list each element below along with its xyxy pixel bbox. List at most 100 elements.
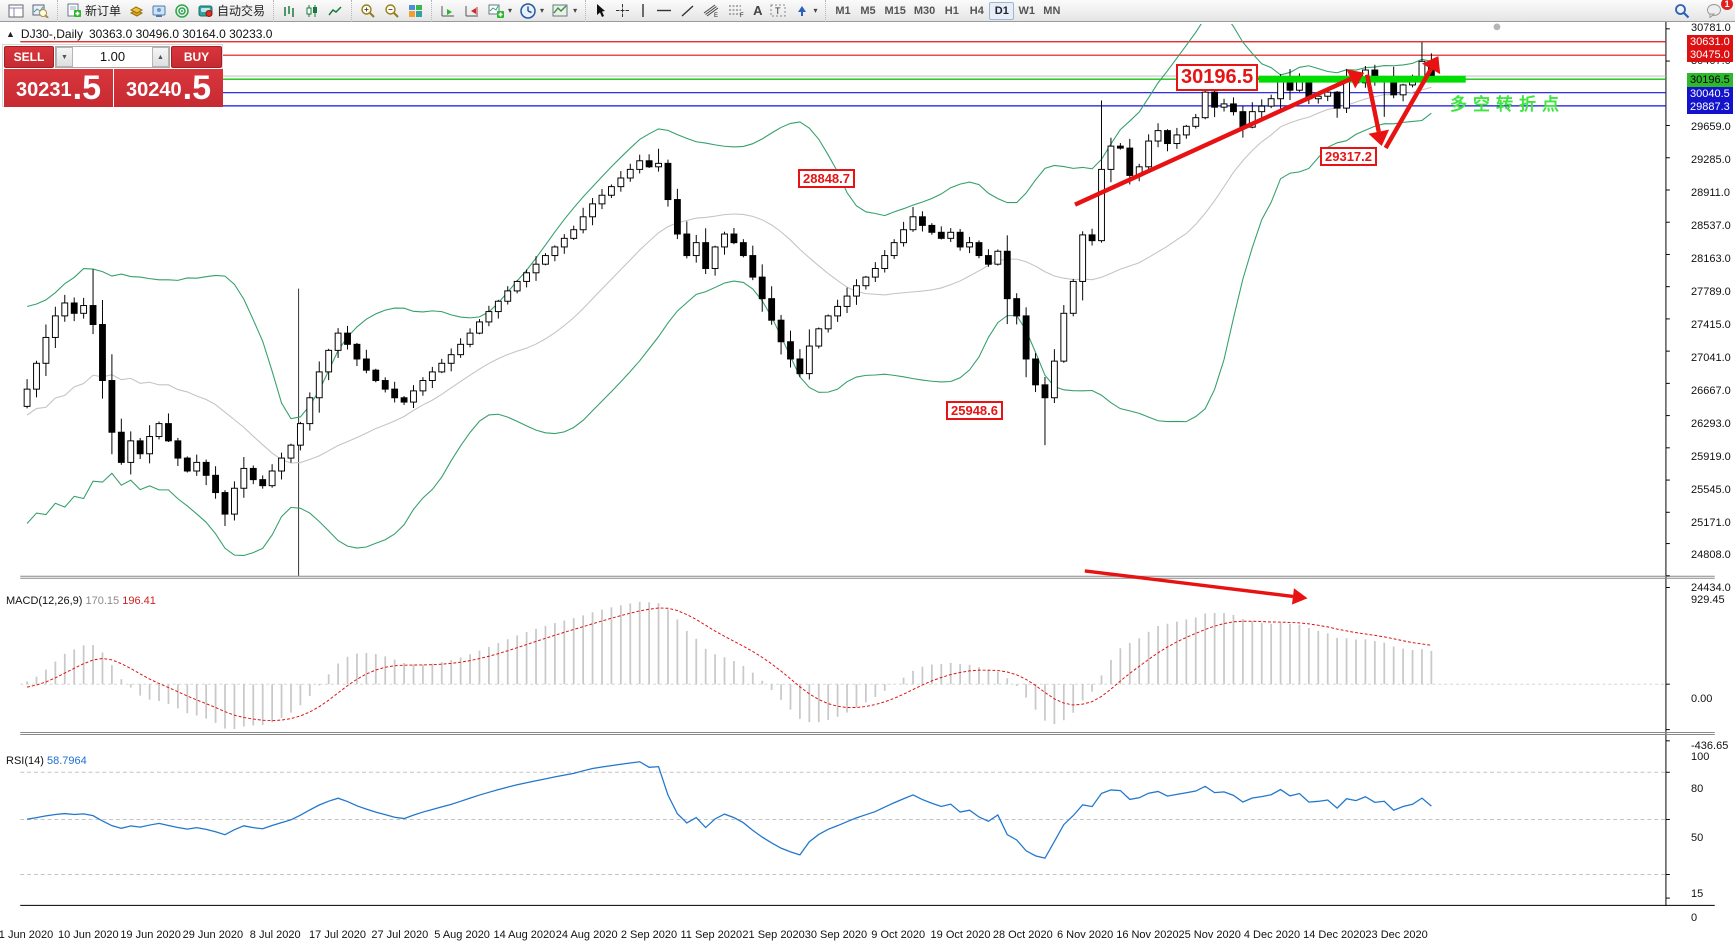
buy-button[interactable]: BUY	[171, 46, 222, 68]
timeframe-MN[interactable]: MN	[1043, 4, 1061, 17]
annotation-turning-point-text[interactable]: 多空转折点	[1450, 95, 1565, 114]
annotation-mid-level[interactable]: 28848.7	[798, 169, 855, 188]
text-tool-icon[interactable]: A	[753, 3, 763, 18]
bollinger-bands	[26, 23, 1432, 557]
trend-arrow-2-head	[1368, 129, 1390, 147]
svg-text:F: F	[740, 13, 744, 18]
terminal-icon[interactable]	[148, 3, 171, 19]
volume-increase-button[interactable]: ▲	[152, 47, 169, 67]
price-badge-blue: 29887.3	[1687, 100, 1733, 115]
date-tick: 14 Dec 2020	[1303, 929, 1366, 941]
trend-arrow-1-head	[1346, 69, 1365, 89]
price-tick: 26293.0	[1691, 418, 1731, 430]
date-tick: 16 Nov 2020	[1116, 929, 1179, 941]
rsi-axis-tick: 100	[1691, 751, 1710, 763]
date-tick: 8 Jul 2020	[249, 929, 301, 941]
date-tick: 27 Jul 2020	[371, 929, 429, 941]
add-indicator-dropdown-icon: ▾	[508, 6, 513, 15]
chart-shift-icon[interactable]	[460, 3, 484, 19]
candles	[23, 42, 1435, 527]
rsi-value: 58.7964	[46, 755, 87, 767]
buy-price[interactable]: 30240 .5	[114, 69, 223, 107]
text-label-tool-icon[interactable]: T	[766, 2, 791, 19]
crosshair-tool-icon[interactable]	[611, 2, 634, 19]
main-toolbar: 新订单 自动交易	[0, 0, 1735, 22]
cursor-tool-icon[interactable]	[590, 2, 611, 19]
template-icon[interactable]: ▾	[548, 3, 581, 19]
symbol-period-label: DJ30-,Daily	[20, 27, 83, 41]
macd-histogram	[26, 601, 1433, 730]
svg-text:E: E	[714, 13, 718, 18]
price-badge-blue: 30040.5	[1687, 86, 1733, 101]
date-tick: 17 Jul 2020	[309, 929, 366, 941]
macd-signal-value: 196.41	[122, 595, 156, 607]
timeframe-H4[interactable]: H4	[969, 4, 984, 17]
date-tick: 14 Aug 2020	[493, 929, 556, 941]
vertical-line-tool-icon[interactable]	[634, 2, 652, 19]
arrows-tool-icon[interactable]: ▾	[791, 3, 821, 19]
price-badge-green: 30196.5	[1687, 73, 1733, 88]
timeframe-D1[interactable]: D1	[989, 1, 1015, 20]
date-tick: 9 Oct 2020	[871, 929, 926, 941]
macd-main-value: 170.15	[85, 595, 120, 607]
macd-axis-tick: -436.65	[1691, 739, 1729, 752]
strategy-tester-icon[interactable]	[28, 2, 53, 19]
notifications-icon[interactable]: 1	[1702, 0, 1733, 19]
add-indicator-icon[interactable]: ▾	[484, 2, 516, 19]
price-tick: 28163.0	[1691, 253, 1731, 265]
fibonacci-tool-icon[interactable]: F	[724, 2, 749, 19]
date-tick: 19 Oct 2020	[930, 929, 991, 941]
sell-button-label: SELL	[13, 50, 45, 64]
one-click-trade-panel: SELL ▼ 1.00 ▲ BUY 30231 .5 30240 .5	[2, 44, 223, 107]
auto-scroll-icon[interactable]	[436, 3, 460, 19]
trend-arrow-3	[1383, 67, 1433, 150]
trendline-tool-icon[interactable]	[676, 3, 699, 19]
macd-trend-arrow-head	[1291, 588, 1308, 605]
price-tick: 30781.0	[1691, 22, 1731, 34]
timeframe-M1[interactable]: M1	[835, 4, 851, 17]
volume-input[interactable]: 1.00	[99, 49, 126, 64]
timeframe-M5[interactable]: M5	[860, 4, 876, 17]
sell-button[interactable]: SELL	[4, 46, 54, 68]
line-chart-mode-icon[interactable]	[324, 3, 347, 19]
zoom-in-icon[interactable]	[356, 2, 380, 19]
new-order-button[interactable]: 新订单	[62, 1, 125, 20]
timeframe-W1[interactable]: W1	[1018, 4, 1036, 17]
trend-arrow-2	[1364, 74, 1381, 133]
tile-windows-icon[interactable]	[404, 3, 427, 19]
bar-chart-mode-icon[interactable]	[278, 3, 301, 19]
annotation-resistance-level[interactable]: 30196.5	[1176, 64, 1259, 91]
chart-canvas[interactable]	[0, 22, 1735, 943]
timeframe-H1[interactable]: H1	[944, 4, 959, 17]
period-icon[interactable]: ▾	[516, 2, 548, 20]
arrows-dropdown-icon: ▾	[813, 6, 818, 15]
market-depth-icon[interactable]	[125, 3, 148, 19]
annotation-swing-low-level[interactable]: 29317.2	[1320, 147, 1377, 166]
buy-price-main: 30240	[126, 79, 182, 101]
search-icon[interactable]	[1670, 2, 1694, 20]
timeframe-M15[interactable]: M15	[884, 4, 906, 17]
volume-decrease-button[interactable]: ▼	[56, 47, 73, 67]
collapse-ohlc-icon[interactable]: ▲	[6, 29, 15, 39]
date-tick: 4 Dec 2020	[1243, 929, 1301, 941]
horizontal-line-tool-icon[interactable]	[652, 3, 676, 18]
macd-signal-line	[26, 607, 1432, 722]
highlight-band	[1258, 75, 1466, 83]
date-tick: 30 Sep 2020	[804, 929, 868, 941]
macd-trend-arrow	[1084, 569, 1294, 599]
auto-trading-button[interactable]: 自动交易	[194, 1, 269, 20]
timeframe-M30[interactable]: M30	[913, 4, 936, 17]
price-tick: 25545.0	[1691, 484, 1731, 496]
channel-tool-icon[interactable]: E	[699, 2, 724, 19]
buy-price-frac: .5	[182, 69, 211, 107]
rsi-axis-tick: 0	[1691, 912, 1698, 924]
sell-price[interactable]: 30231 .5	[4, 69, 113, 107]
zoom-out-icon[interactable]	[380, 2, 404, 19]
price-tick: 28537.0	[1691, 220, 1731, 232]
annotation-low-level[interactable]: 25948.6	[946, 401, 1003, 420]
rsi-axis-tick: 50	[1691, 831, 1704, 844]
notification-count-badge: 1	[1721, 0, 1733, 10]
signals-icon[interactable]	[171, 3, 194, 19]
candlestick-mode-icon[interactable]	[301, 3, 324, 19]
market-watch-icon[interactable]	[4, 3, 28, 19]
